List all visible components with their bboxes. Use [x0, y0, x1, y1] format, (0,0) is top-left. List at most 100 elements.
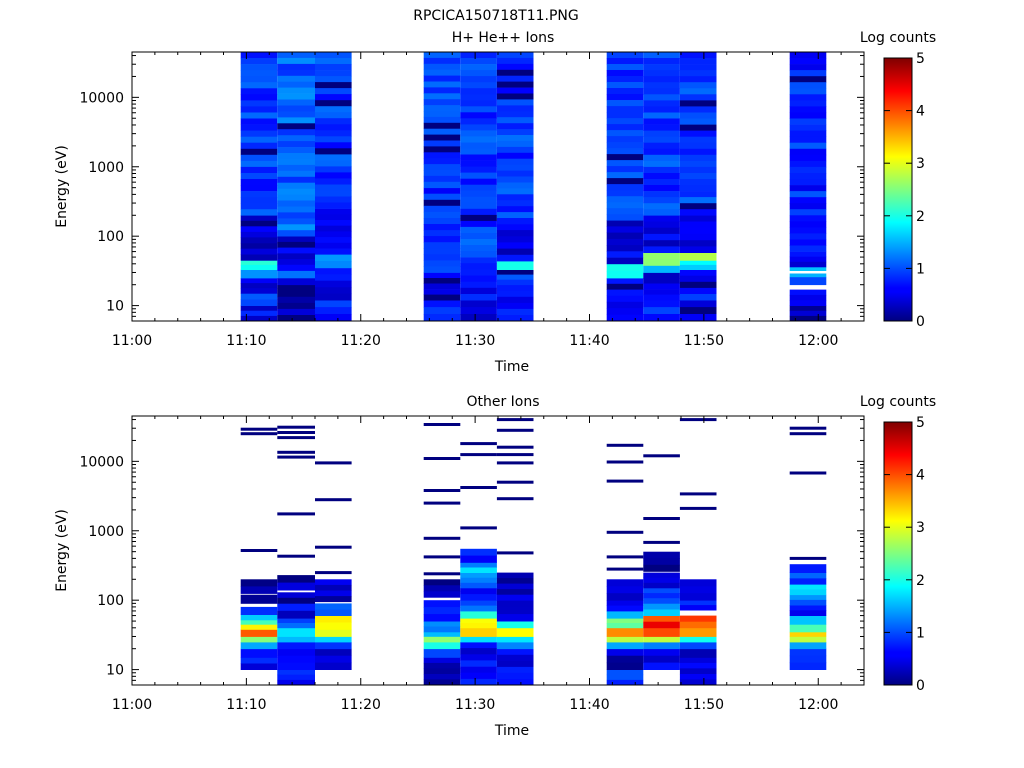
heat-cell: [679, 130, 717, 137]
heat-cell: [679, 600, 717, 606]
heat-cell: [315, 130, 352, 137]
colorbar-tick-label: 1: [916, 625, 925, 641]
heat-cell: [277, 170, 315, 178]
heat-line: [240, 549, 278, 552]
x-axis-label: Time: [494, 359, 529, 375]
heat-cell: [423, 122, 461, 130]
heatmap-cells: [240, 52, 827, 322]
heat-cell: [496, 135, 534, 142]
heat-cell: [496, 642, 534, 650]
heat-cell: [277, 158, 315, 166]
heat-cell: [496, 81, 534, 88]
heat-cell: [423, 307, 461, 315]
heat-cell: [315, 237, 352, 244]
heat-cell: [789, 605, 827, 611]
heat-cell: [643, 283, 680, 290]
heat-cell: [460, 300, 497, 308]
heat-cell: [277, 147, 315, 154]
heat-cell: [460, 654, 497, 661]
heat-cell: [277, 627, 315, 637]
heat-cell: [240, 629, 278, 637]
heat-cell: [679, 76, 717, 83]
heat-cell: [606, 64, 644, 71]
heat-cell: [240, 642, 278, 650]
heat-line: [606, 479, 644, 483]
colorbar-tick-label: 5: [916, 51, 925, 67]
heat-cell: [606, 283, 644, 290]
heat-cell: [423, 205, 461, 213]
x-tick-label: 11:30: [455, 333, 495, 349]
heat-line: [277, 436, 315, 440]
heat-cell: [496, 274, 534, 280]
heat-cell: [460, 118, 497, 125]
heat-cell: [606, 166, 644, 173]
heat-cell: [496, 206, 534, 213]
colorbar-tick-label: 1: [916, 261, 925, 277]
heat-cell: [315, 184, 352, 191]
heat-cell: [643, 621, 680, 629]
heat-cell: [277, 153, 315, 160]
heat-cell: [277, 206, 315, 213]
heat-cell: [606, 172, 644, 179]
heat-cell: [496, 93, 534, 100]
heat-cell: [496, 111, 534, 118]
heat-cell: [423, 152, 461, 159]
heat-cell: [277, 69, 315, 77]
heat-cell: [460, 245, 497, 252]
heat-cell: [643, 197, 680, 204]
heat-cell: [240, 310, 278, 317]
heat-cell: [679, 82, 717, 89]
heat-cell: [423, 158, 461, 165]
heat-cell: [460, 226, 497, 234]
heat-line: [789, 426, 827, 430]
heat-cell: [315, 70, 352, 77]
heat-cell: [496, 578, 534, 584]
colorbar-tick-label: 0: [916, 314, 925, 330]
heat-cell: [496, 296, 534, 304]
heat-line: [423, 489, 461, 492]
heat-cell: [496, 242, 534, 249]
heat-cell: [423, 289, 461, 295]
heat-cell: [789, 82, 827, 89]
heat-cell: [496, 315, 534, 322]
heat-cell: [643, 227, 680, 235]
heat-cell: [423, 642, 461, 650]
heat-cell: [423, 93, 461, 100]
heat-cell: [460, 214, 497, 222]
heat-cell: [679, 294, 717, 301]
heat-cell: [789, 273, 827, 278]
heat-cell: [423, 211, 461, 219]
heat-cell: [423, 657, 461, 664]
colorbar-tick-label: 3: [916, 156, 925, 172]
heat-cell: [789, 209, 827, 216]
heat-cell: [460, 600, 497, 606]
heat-cell: [277, 679, 315, 686]
x-tick-label: 11:20: [341, 333, 381, 349]
y-tick-label: 1000: [88, 160, 124, 176]
colorbar-tick-label: 5: [916, 415, 925, 431]
heat-cell: [460, 190, 497, 198]
x-tick-label: 11:10: [226, 697, 266, 713]
heat-cell: [789, 594, 827, 601]
heat-cell: [315, 274, 352, 282]
heat-cell: [240, 142, 278, 150]
heat-cell: [789, 589, 827, 596]
heat-cell: [679, 662, 717, 669]
heat-cell: [460, 196, 497, 204]
heat-cell: [240, 237, 278, 244]
heat-cell: [277, 259, 315, 266]
heat-cell: [643, 278, 680, 284]
heat-cell: [240, 299, 278, 306]
heat-cell: [277, 603, 315, 612]
heat-cell: [789, 76, 827, 83]
heat-cell: [277, 117, 315, 124]
heat-cell: [643, 642, 680, 650]
heat-cell: [643, 94, 680, 101]
heat-cell: [460, 666, 497, 674]
heat-cell: [315, 648, 352, 657]
heat-cell: [460, 562, 497, 568]
heat-cell: [460, 281, 497, 289]
heat-cell: [315, 584, 352, 591]
heat-cell: [679, 166, 717, 174]
heat-line: [643, 540, 680, 544]
